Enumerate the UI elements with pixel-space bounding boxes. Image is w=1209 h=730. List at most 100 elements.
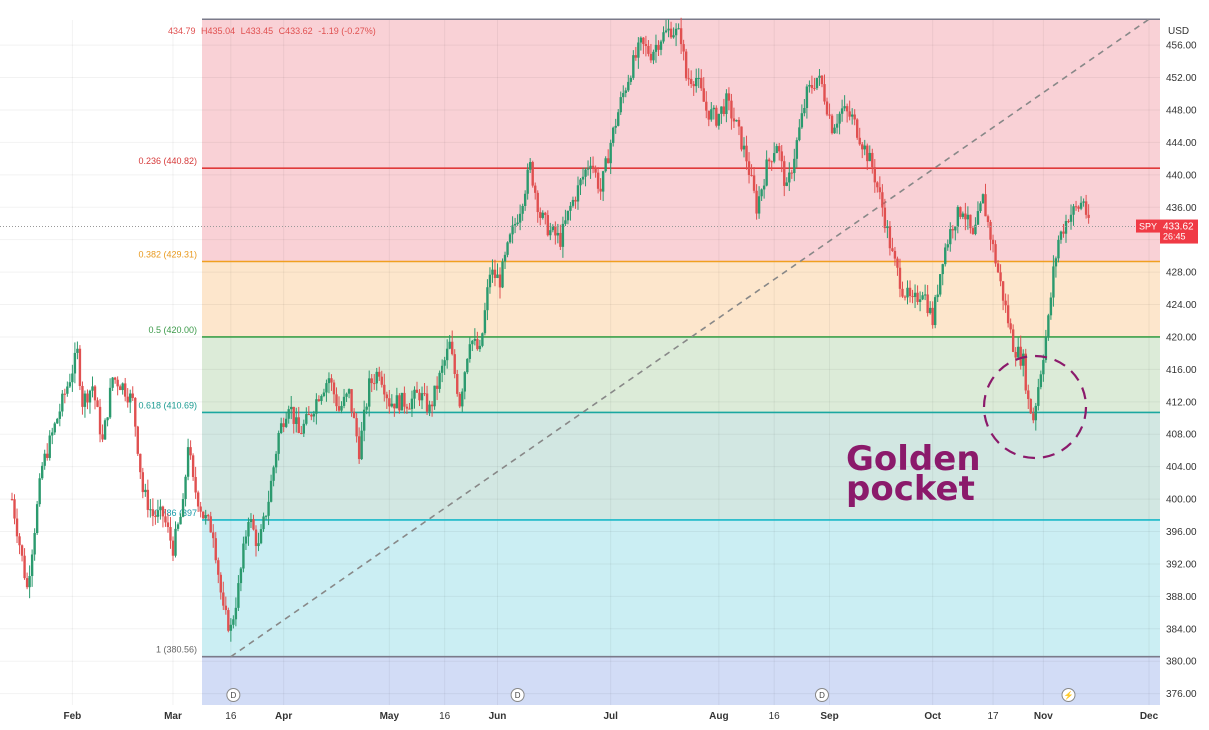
candle-body xyxy=(752,175,756,191)
candle-body xyxy=(214,538,217,561)
candle-body xyxy=(247,522,250,537)
candle-body xyxy=(654,44,658,52)
candle-body xyxy=(564,220,567,224)
candle-body xyxy=(783,161,786,186)
candle-body xyxy=(916,292,919,302)
candle-body xyxy=(249,519,253,523)
candle-body xyxy=(921,295,924,300)
candle-body xyxy=(923,294,927,296)
dividend-marker[interactable]: D xyxy=(814,688,829,702)
candle-body xyxy=(435,385,439,389)
candle-body xyxy=(113,377,117,380)
candle-body xyxy=(858,137,861,145)
candle-body xyxy=(931,307,934,326)
candle-body xyxy=(589,165,592,169)
candle-body xyxy=(340,405,343,411)
candle-body xyxy=(98,406,102,435)
candle-body xyxy=(951,229,954,231)
candle-body xyxy=(393,403,396,409)
golden-pocket-text-line1: Golden xyxy=(846,439,981,479)
candle-body xyxy=(58,411,61,419)
marker-label: D xyxy=(230,691,236,700)
candle-body xyxy=(891,248,894,251)
earnings-marker[interactable]: ⚡ xyxy=(1061,688,1076,702)
time-tick-label: 16 xyxy=(769,711,781,722)
candle-body xyxy=(833,127,836,134)
candle-body xyxy=(189,447,192,456)
price-tick-label: 424.00 xyxy=(1166,300,1197,311)
candle-body xyxy=(1037,387,1040,406)
candle-body xyxy=(410,398,414,410)
candle-body xyxy=(672,35,675,38)
candle-body xyxy=(614,125,617,128)
candle-body xyxy=(853,114,856,120)
candle-body xyxy=(652,51,655,61)
candle-body xyxy=(123,383,127,397)
price-tick-label: 380.00 xyxy=(1166,657,1197,668)
candle-body xyxy=(908,287,912,297)
price-axis[interactable]: USD xyxy=(1160,20,1209,710)
candle-body xyxy=(1074,206,1078,208)
candle-body xyxy=(144,489,147,493)
candle-body xyxy=(697,77,700,79)
candle-body xyxy=(669,28,673,38)
candle-body xyxy=(516,222,519,224)
candle-body xyxy=(312,413,316,417)
candle-body xyxy=(149,509,152,511)
candle-body xyxy=(1004,300,1007,306)
candle-body xyxy=(687,78,690,80)
symbol-badge xyxy=(1136,219,1160,233)
price-tick-label: 400.00 xyxy=(1166,495,1197,506)
candle-body xyxy=(350,389,353,412)
candle-body xyxy=(146,489,150,510)
candle-body xyxy=(720,106,723,114)
candle-body xyxy=(237,583,240,608)
candle-body xyxy=(408,408,411,410)
candle-body xyxy=(287,409,290,419)
candle-body xyxy=(1064,221,1068,234)
fib-label-0.618: 0.618 (410.69) xyxy=(138,400,197,410)
candle-body xyxy=(964,213,967,220)
candle-body xyxy=(184,476,187,500)
candle-body xyxy=(390,403,394,407)
candle-body xyxy=(378,371,381,377)
price-tick-label: 404.00 xyxy=(1166,462,1197,473)
candle-body xyxy=(544,212,547,216)
candle-body xyxy=(277,433,280,454)
candle-body xyxy=(840,108,844,114)
fib-bands xyxy=(202,19,1160,705)
candle-body xyxy=(166,522,170,528)
dividend-marker[interactable]: D xyxy=(510,688,525,702)
candle-body xyxy=(279,423,283,434)
candle-body xyxy=(161,506,165,517)
candle-body xyxy=(440,365,444,373)
candle-body xyxy=(139,453,142,473)
candle-body xyxy=(785,182,788,186)
candle-body xyxy=(989,222,992,240)
price-tick-label: 392.00 xyxy=(1166,559,1197,570)
candle-body xyxy=(1027,390,1030,400)
candle-body xyxy=(755,190,758,214)
candle-body xyxy=(684,51,688,79)
candle-body xyxy=(242,543,245,569)
candle-body xyxy=(322,392,326,397)
candle-body xyxy=(913,292,917,297)
candle-body xyxy=(438,372,441,389)
candle-body xyxy=(780,151,783,162)
candle-body xyxy=(380,376,383,385)
candle-body xyxy=(674,28,678,36)
candle-body xyxy=(400,392,404,411)
ohlc-close: C433.62 xyxy=(279,26,313,36)
candle-body xyxy=(536,192,539,213)
candle-body xyxy=(335,394,338,407)
candle-body xyxy=(212,532,215,539)
dividend-marker[interactable]: D xyxy=(226,688,241,702)
candle-body xyxy=(632,55,635,78)
golden-pocket-circle xyxy=(982,354,1088,460)
candle-body xyxy=(466,358,469,373)
candle-body xyxy=(619,97,622,113)
time-axis[interactable]: Feb Mar 16 Apr May 16 Jun Jul Aug 16 Sep Oct 17 Nov De… xyxy=(63,711,1158,722)
candle-body xyxy=(843,106,846,109)
candle-body xyxy=(627,81,630,91)
price-candles xyxy=(10,17,1090,642)
